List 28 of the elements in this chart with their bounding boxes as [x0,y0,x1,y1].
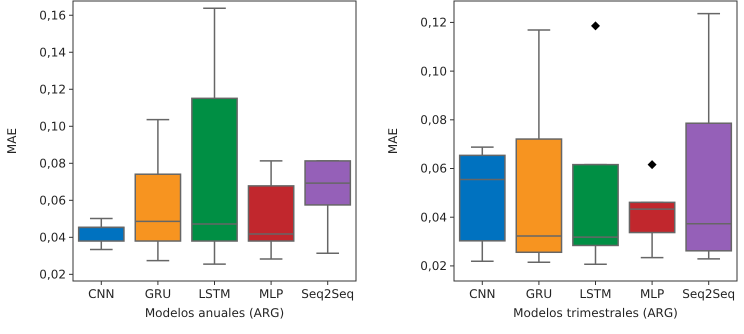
x-tick-label: GRU [526,287,552,301]
y-tick-label: 0,08 [39,156,66,170]
y-axis-title: MAE [5,128,19,154]
y-tick-label: 0,12 [39,82,66,96]
y-tick-label: 0,06 [420,162,447,176]
x-tick-label: CNN [88,287,114,301]
y-tick-label: 0,08 [420,113,447,128]
x-axis-title: Modelos trimestrales (ARG) [513,306,678,320]
y-tick-label: 0,10 [39,119,66,134]
y-tick-label: 0,14 [39,45,66,60]
y-tick-label: 0,04 [420,210,447,224]
x-tick-label: Seq2Seq [301,287,354,301]
y-tick-label: 0,12 [420,16,447,30]
y-tick-label: 0,02 [39,268,66,282]
x-axis-title: Modelos anuales (ARG) [144,306,284,320]
y-tick-label: 0,06 [39,194,66,208]
y-tick-label: 0,04 [39,230,66,245]
y-tick-label: 0,02 [420,259,447,274]
x-tick-label: MLP [258,287,284,301]
x-tick-label: Seq2Seq [682,287,736,301]
y-tick-label: 0,10 [420,64,447,78]
y-tick-label: 0,16 [39,8,66,22]
x-tick-label: LSTM [198,287,230,301]
x-tick-label: LSTM [580,287,612,301]
x-tick-label: MLP [640,287,664,301]
x-tick-label: CNN [469,287,496,301]
x-tick-label: GRU [144,287,172,301]
y-axis-title: MAE [386,128,400,154]
